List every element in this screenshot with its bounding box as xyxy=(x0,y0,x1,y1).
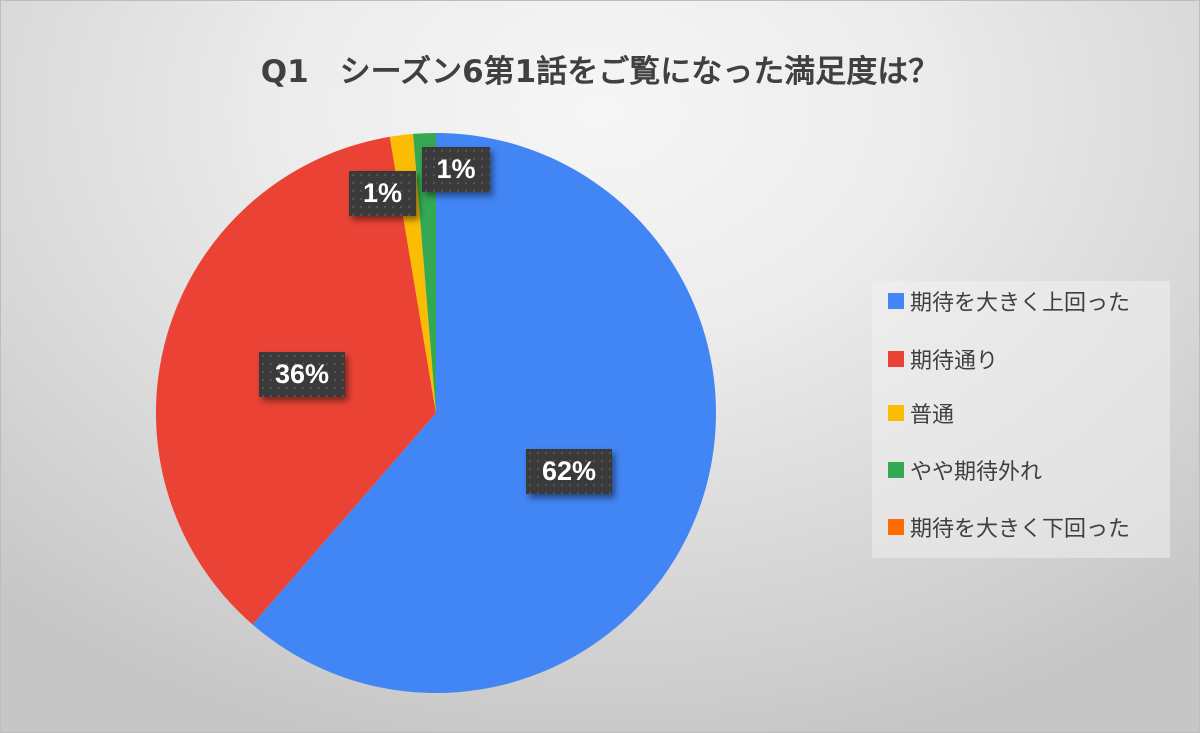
legend-label: 期待を大きく下回った xyxy=(910,517,1131,542)
legend-label: やや期待外れ xyxy=(910,460,1043,485)
data-label-yellow: 1% xyxy=(349,171,416,216)
slice-exceeded-greatly[interactable] xyxy=(252,133,716,693)
legend-marker-yellow-icon xyxy=(888,405,904,421)
legend-marker-red-icon xyxy=(888,351,904,367)
legend-item-below-greatly[interactable]: 期待を大きく下回った xyxy=(888,512,1130,542)
legend-item-slightly-disappointing[interactable]: やや期待外れ xyxy=(888,455,1042,485)
data-label-blue: 62% xyxy=(526,449,612,494)
legend-label: 期待を大きく上回った xyxy=(910,291,1131,316)
data-label-green: 1% xyxy=(422,147,490,192)
data-label-red: 36% xyxy=(259,352,345,397)
legend: 期待を大きく上回った 期待通り 普通 やや期待外れ 期待を大きく下回った xyxy=(872,281,1170,558)
legend-label: 普通 xyxy=(910,403,955,428)
legend-marker-blue-icon xyxy=(888,293,904,309)
legend-item-exceeded-greatly[interactable]: 期待を大きく上回った xyxy=(888,286,1130,316)
legend-marker-green-icon xyxy=(888,462,904,478)
chart-title: Q1 シーズン6第1話をご覧になった満足度は？ xyxy=(260,54,940,90)
legend-item-as-expected[interactable]: 期待通り xyxy=(888,344,998,374)
legend-marker-orange-icon xyxy=(888,519,904,535)
legend-item-average[interactable]: 普通 xyxy=(888,398,954,428)
slice-slightly-disappointing[interactable] xyxy=(413,132,436,413)
legend-label: 期待通り xyxy=(910,349,999,374)
